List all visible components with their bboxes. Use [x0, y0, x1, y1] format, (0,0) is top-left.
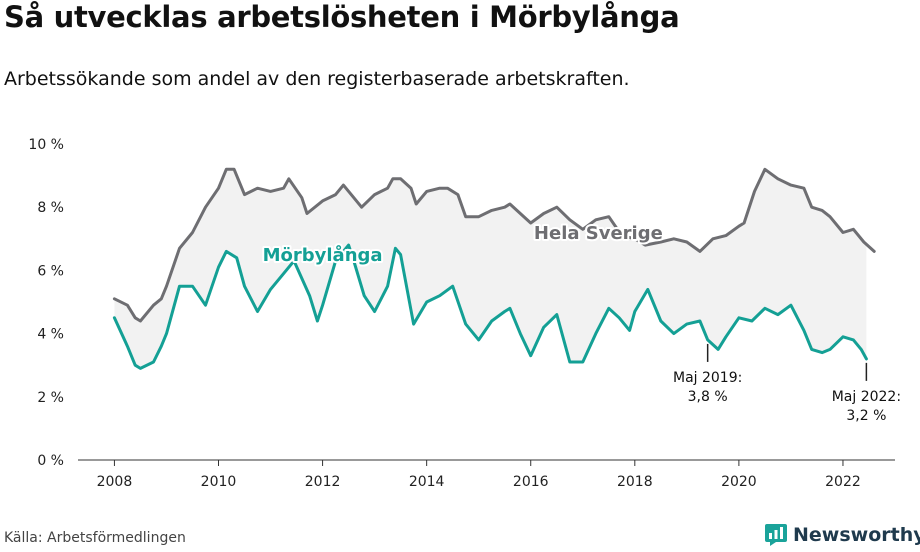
x-tick-label: 2008 — [97, 474, 133, 490]
series-label-hela-sverige: Hela Sverige — [534, 223, 663, 244]
x-tick-label: 2014 — [409, 474, 445, 490]
annotation-label: 3,2 % — [846, 408, 886, 424]
series-line-morbylanga — [112, 243, 868, 370]
y-tick-label: 4 % — [37, 327, 64, 343]
chart-subtitle: Arbetssökande som andel av den registerb… — [4, 68, 630, 90]
series-label-morbylanga: Mörbylånga — [263, 244, 383, 266]
x-tick-label: 2010 — [201, 474, 237, 490]
y-tick-label: 0 % — [37, 453, 64, 469]
y-tick-label: 8 % — [37, 200, 64, 216]
x-tick-label: 2016 — [513, 474, 549, 490]
x-tick-label: 2012 — [305, 474, 341, 490]
source-note: Källa: Arbetsförmedlingen — [4, 530, 186, 546]
y-tick-label: 2 % — [37, 390, 64, 406]
annotation-label: Maj 2022: — [832, 389, 901, 405]
annotation-label: 3,8 % — [688, 389, 728, 405]
brand-logo: Newsworthy — [765, 520, 920, 550]
y-tick-label: 6 % — [37, 263, 64, 279]
x-tick-label: 2018 — [617, 474, 653, 490]
annotation-label: Maj 2019: — [673, 370, 742, 386]
x-tick-label: 2022 — [825, 474, 861, 490]
series-line-hela-sverige — [112, 167, 876, 323]
newsworthy-logo-icon — [765, 524, 787, 546]
brand-name: Newsworthy — [793, 524, 920, 546]
y-tick-label: 10 % — [28, 137, 64, 153]
x-tick-label: 2020 — [721, 474, 757, 490]
series-gap-band — [114, 169, 867, 369]
chart-title: Så utvecklas arbetslösheten i Mörbylånga — [4, 0, 680, 34]
